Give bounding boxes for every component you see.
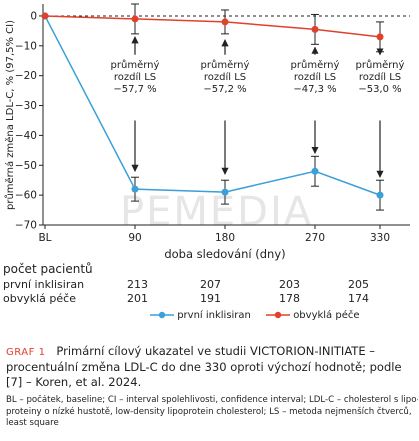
annotation-line: −53,0 %: [358, 84, 401, 95]
patients-cell: 191: [200, 292, 221, 305]
data-point-1: [311, 25, 319, 33]
data-point-1: [41, 12, 49, 20]
patients-title: počet pacientů: [3, 262, 93, 276]
watermark: PEMEDIA: [120, 189, 313, 235]
annotation-ls-difference: průměrný rozdíl LS −57,2 %: [201, 59, 250, 95]
patients-row-label: obvyklá péče: [3, 292, 76, 305]
annotation-line: průměrný: [201, 59, 250, 71]
annotation-line: průměrný: [291, 59, 340, 71]
patients-row-usual-care: obvyklá péče 201 191 178 174: [3, 292, 413, 306]
x-tick-label: BL: [38, 232, 51, 244]
annotation-line: −57,7 %: [113, 84, 156, 95]
figure-caption: GRAF 1 Primární cílový ukazatel ve studi…: [6, 344, 418, 390]
y-tick-label: −30: [15, 100, 37, 112]
note-line: proteiny o nízké hustotě, low-density li…: [6, 406, 412, 417]
data-point-0: [131, 185, 139, 193]
legend-item-usual-care: obvyklá péče: [266, 310, 360, 321]
annotation-ls-difference: průměrný rozdíl LS −47,3 %: [291, 59, 340, 95]
annotation-line: průměrný: [111, 59, 160, 71]
patients-cell: 174: [348, 292, 369, 305]
y-tick-label: −40: [15, 130, 37, 142]
abbreviations-notes: BL – počátek, baseline; CI – interval sp…: [6, 395, 418, 430]
data-point-1: [376, 33, 384, 41]
legend-marker-red: [266, 311, 290, 319]
caption-label: GRAF 1: [6, 347, 46, 358]
caption-text: Primární cílový ukazatel ve studii VICTO…: [6, 344, 402, 389]
annotation-line: rozdíl LS: [294, 71, 336, 83]
series-line-0: [44, 15, 381, 196]
y-axis-label: průměrná změna LDL-C, % (97,5% CI): [4, 20, 16, 210]
patients-cell: 178: [279, 292, 300, 305]
patients-row-inclisiran: první inklisiran 213 207 203 205: [3, 278, 413, 292]
data-point-1: [131, 15, 139, 23]
data-point-0: [376, 191, 384, 199]
x-tick-label: 90: [128, 232, 141, 244]
x-tick-label: 270: [305, 232, 325, 244]
data-point-1: [221, 18, 229, 26]
data-point-0: [221, 188, 229, 196]
legend-item-inclisiran: první inklisiran: [150, 310, 251, 321]
patients-cell: 201: [127, 292, 148, 305]
legend: první inklisiran obvyklá péče: [150, 310, 400, 324]
annotation-line: −57,2 %: [203, 84, 246, 95]
y-tick-label: −50: [15, 160, 37, 172]
x-tick-label: 180: [215, 232, 235, 244]
patients-cell: 207: [200, 278, 221, 291]
legend-label: obvyklá péče: [293, 310, 360, 321]
annotation-ls-difference: průměrný rozdíl LS −57,7 %: [111, 59, 160, 95]
legend-marker-blue: [150, 311, 174, 319]
data-point-0: [311, 167, 319, 175]
legend-label: první inklisiran: [177, 310, 251, 321]
y-tick-label: −20: [15, 70, 37, 82]
patients-row-label: první inklisiran: [3, 278, 85, 291]
patients-cell: 213: [127, 278, 148, 291]
patients-cell: 203: [279, 278, 300, 291]
annotation-line: −47,3 %: [293, 84, 336, 95]
series-line-1: [44, 15, 381, 38]
annotation-line: rozdíl LS: [114, 71, 156, 83]
patients-cell: 205: [348, 278, 369, 291]
annotation-ls-difference: průměrný rozdíl LS −53,0 %: [356, 59, 405, 95]
note-line: least square: [6, 418, 59, 428]
y-tick-label: −70: [15, 220, 37, 232]
x-axis-label: doba sledování (dny): [164, 247, 285, 261]
annotation-line: rozdíl LS: [359, 71, 401, 83]
y-tick-label: −10: [15, 40, 37, 52]
y-tick-label: 0: [30, 10, 37, 22]
x-tick-label: 330: [370, 232, 390, 244]
annotation-line: rozdíl LS: [204, 71, 246, 83]
note-line: BL – počátek, baseline; CI – interval sp…: [6, 395, 418, 405]
annotation-line: průměrný: [356, 59, 405, 71]
y-tick-label: −60: [15, 190, 37, 202]
